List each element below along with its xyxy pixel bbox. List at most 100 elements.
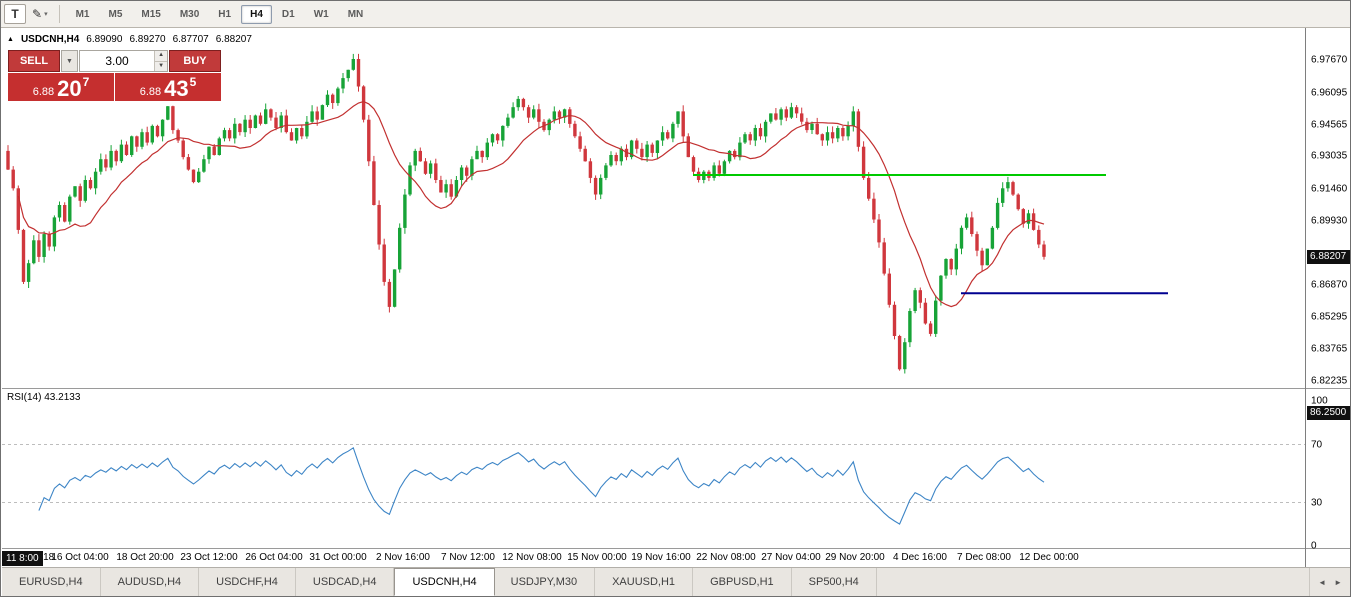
timeframe-button-D1[interactable]: D1 bbox=[281, 8, 295, 20]
bid-price[interactable]: 6.88 20 7 bbox=[8, 73, 114, 101]
rsi-line bbox=[38, 446, 1045, 525]
open-value: 6.89090 bbox=[86, 34, 123, 45]
buy-button[interactable]: BUY bbox=[169, 50, 221, 72]
ask-price[interactable]: 6.88 43 5 bbox=[115, 73, 221, 101]
collapse-arrow-icon[interactable]: ▲ bbox=[7, 36, 14, 43]
time-axis-label: 16 Oct 04:00 bbox=[51, 552, 109, 563]
rsi-axis-label: 70 bbox=[1311, 439, 1323, 450]
tab-USDJPY[interactable]: USDJPY,M30 bbox=[494, 568, 596, 596]
bid-main-digits: 20 bbox=[57, 76, 82, 102]
price-axis-label: 6.86870 bbox=[1311, 279, 1348, 291]
price-axis-label: 6.93035 bbox=[1311, 150, 1348, 162]
time-axis-label: 15 Nov 00:00 bbox=[567, 552, 627, 563]
rsi-chart[interactable] bbox=[2, 389, 1305, 549]
ask-prefix: 6.88 bbox=[139, 85, 162, 98]
ask-pip-digit: 5 bbox=[189, 75, 197, 89]
toolbar: T ✎ ▾ M1 M5 M15 M30 H1 H4 D1 W1 MN bbox=[1, 1, 1350, 28]
time-axis-label: 2 Nov 16:00 bbox=[376, 552, 430, 563]
time-axis[interactable]: 2018 11 8:00 16 Oct 04:00 18 Oct 20:00 23 … bbox=[2, 548, 1350, 567]
rsi-axis-label: 30 bbox=[1311, 497, 1323, 508]
year-label: 2018 bbox=[32, 552, 55, 563]
timeframe-buttons: M1 M5 M15 M30 H1 H4 D1 W1 MN bbox=[67, 4, 373, 24]
volume-decrease-button[interactable]: ▼ bbox=[155, 61, 167, 71]
time-axis-label: 12 Dec 00:00 bbox=[1019, 552, 1079, 563]
time-axis-label: 19 Nov 16:00 bbox=[631, 552, 691, 563]
tabs-container: EURUSD,H4 AUDUSD,H4 USDCHF,H4 USDCAD,H4 USDC… bbox=[2, 568, 877, 596]
time-axis-label: 7 Nov 12:00 bbox=[441, 552, 495, 563]
price-axis-label: 6.91460 bbox=[1311, 183, 1348, 195]
draw-tool-button[interactable]: ✎ ▾ bbox=[28, 4, 52, 24]
price-axis-label: 6.96095 bbox=[1311, 87, 1348, 99]
timeframe-button-M15[interactable]: M15 bbox=[141, 8, 161, 20]
price-axis-label: 6.94565 bbox=[1311, 119, 1348, 131]
rsi-axis-label: 100 bbox=[1311, 395, 1328, 407]
rsi-axis[interactable]: 86.2500 100 70 30 0 bbox=[1306, 389, 1350, 552]
price-axis-label: 6.85295 bbox=[1311, 311, 1348, 323]
time-axis-label: 26 Oct 04:00 bbox=[245, 552, 303, 563]
chart-panel: ▲ USDCNH,H4 6.89090 6.89270 6.87707 6.88… bbox=[2, 28, 1350, 388]
chevron-down-icon: ▾ bbox=[44, 11, 48, 18]
timeframe-button-H4[interactable]: H4 bbox=[241, 4, 272, 24]
tabs-scroll-controls: ◄ ► bbox=[1309, 568, 1350, 596]
tabs-scroll-left-button[interactable]: ◄ bbox=[1318, 577, 1327, 587]
timeframe-button-MN[interactable]: MN bbox=[347, 8, 364, 20]
tab-USDCAD[interactable]: USDCAD,H4 bbox=[296, 568, 395, 596]
current-price-badge: 6.88207 bbox=[1307, 249, 1350, 264]
time-badge: 11 8:00 bbox=[2, 551, 43, 566]
time-axis-label: 7 Dec 08:00 bbox=[957, 552, 1011, 563]
volume-stepper: ▲ ▼ bbox=[154, 51, 167, 71]
rsi-label: RSI(14) 43.2133 bbox=[7, 392, 81, 403]
price-axis-label: 6.89930 bbox=[1311, 215, 1348, 227]
time-axis-label: 4 Dec 16:00 bbox=[893, 552, 947, 563]
price-axis-label: 6.82235 bbox=[1311, 375, 1348, 387]
tab-USDCHF[interactable]: USDCHF,H4 bbox=[199, 568, 296, 596]
time-axis-label: 27 Nov 04:00 bbox=[761, 552, 821, 563]
volume-box: ▲ ▼ bbox=[79, 50, 168, 72]
tabs-scroll-right-button[interactable]: ► bbox=[1334, 577, 1342, 587]
volume-input[interactable] bbox=[80, 51, 155, 71]
timeframe-button-M1[interactable]: M1 bbox=[75, 8, 90, 20]
timeframe-button-W1[interactable]: W1 bbox=[313, 8, 329, 20]
tab-SP500[interactable]: SP500,H4 bbox=[792, 568, 877, 596]
ohlc-header: ▲ USDCNH,H4 6.89090 6.89270 6.87707 6.88… bbox=[7, 34, 252, 45]
tab-GBPUSD[interactable]: GBPUSD,H1 bbox=[693, 568, 792, 596]
bid-pip-digit: 7 bbox=[82, 75, 90, 89]
timeframe-button-M30[interactable]: M30 bbox=[179, 8, 200, 20]
timeframe-button-H1[interactable]: H1 bbox=[218, 8, 232, 20]
price-axis[interactable]: 6.88207 6.97670 6.96095 6.94565 6.93035 6.91… bbox=[1307, 28, 1350, 388]
time-axis-label: 22 Nov 08:00 bbox=[696, 552, 756, 563]
rsi-levels-layer bbox=[2, 444, 1305, 503]
time-axis-label: 18 Oct 20:00 bbox=[116, 552, 174, 563]
tab-USDCNH[interactable]: USDCNH,H4 bbox=[394, 568, 495, 596]
tab-XAUUSD[interactable]: XAUUSD,H1 bbox=[595, 568, 694, 596]
rsi-level-badge: 86.2500 bbox=[1307, 406, 1350, 420]
templates-button[interactable]: T bbox=[4, 4, 26, 24]
symbol-label: USDCNH,H4 bbox=[20, 34, 80, 45]
price-axis-label: 6.83765 bbox=[1311, 343, 1348, 355]
volume-increase-button[interactable]: ▲ bbox=[155, 51, 167, 62]
symbol-tab-bar: EURUSD,H4 AUDUSD,H4 USDCHF,H4 USDCAD,H4 USDC… bbox=[2, 567, 1350, 596]
time-axis-label: 12 Nov 08:00 bbox=[502, 552, 562, 563]
tab-EURUSD[interactable]: EURUSD,H4 bbox=[2, 568, 101, 596]
volume-dropdown-button[interactable]: ▼ bbox=[61, 50, 78, 72]
time-axis-label: 31 Oct 00:00 bbox=[309, 552, 367, 563]
price-chart[interactable] bbox=[2, 28, 1305, 388]
rsi-panel: RSI(14) 43.2133 86.2500 100 70 30 0 bbox=[2, 388, 1350, 552]
axis-separator-line bbox=[1305, 28, 1306, 567]
bid-prefix: 6.88 bbox=[32, 85, 55, 98]
sell-button[interactable]: SELL bbox=[8, 50, 60, 72]
time-axis-label: 23 Oct 12:00 bbox=[180, 552, 238, 563]
close-value: 6.88207 bbox=[215, 34, 252, 45]
rsi-axis-label: 0 bbox=[1311, 540, 1317, 552]
low-value: 6.87707 bbox=[172, 34, 209, 45]
candles-layer bbox=[6, 53, 1046, 374]
timeframe-button-M5[interactable]: M5 bbox=[108, 8, 123, 20]
ask-main-digits: 43 bbox=[164, 76, 189, 102]
tab-AUDUSD[interactable]: AUDUSD,H4 bbox=[101, 568, 200, 596]
time-axis-label: 29 Nov 20:00 bbox=[825, 552, 885, 563]
toolbar-separator bbox=[58, 5, 60, 23]
high-value: 6.89270 bbox=[129, 34, 166, 45]
price-axis-label: 6.97670 bbox=[1311, 54, 1348, 66]
